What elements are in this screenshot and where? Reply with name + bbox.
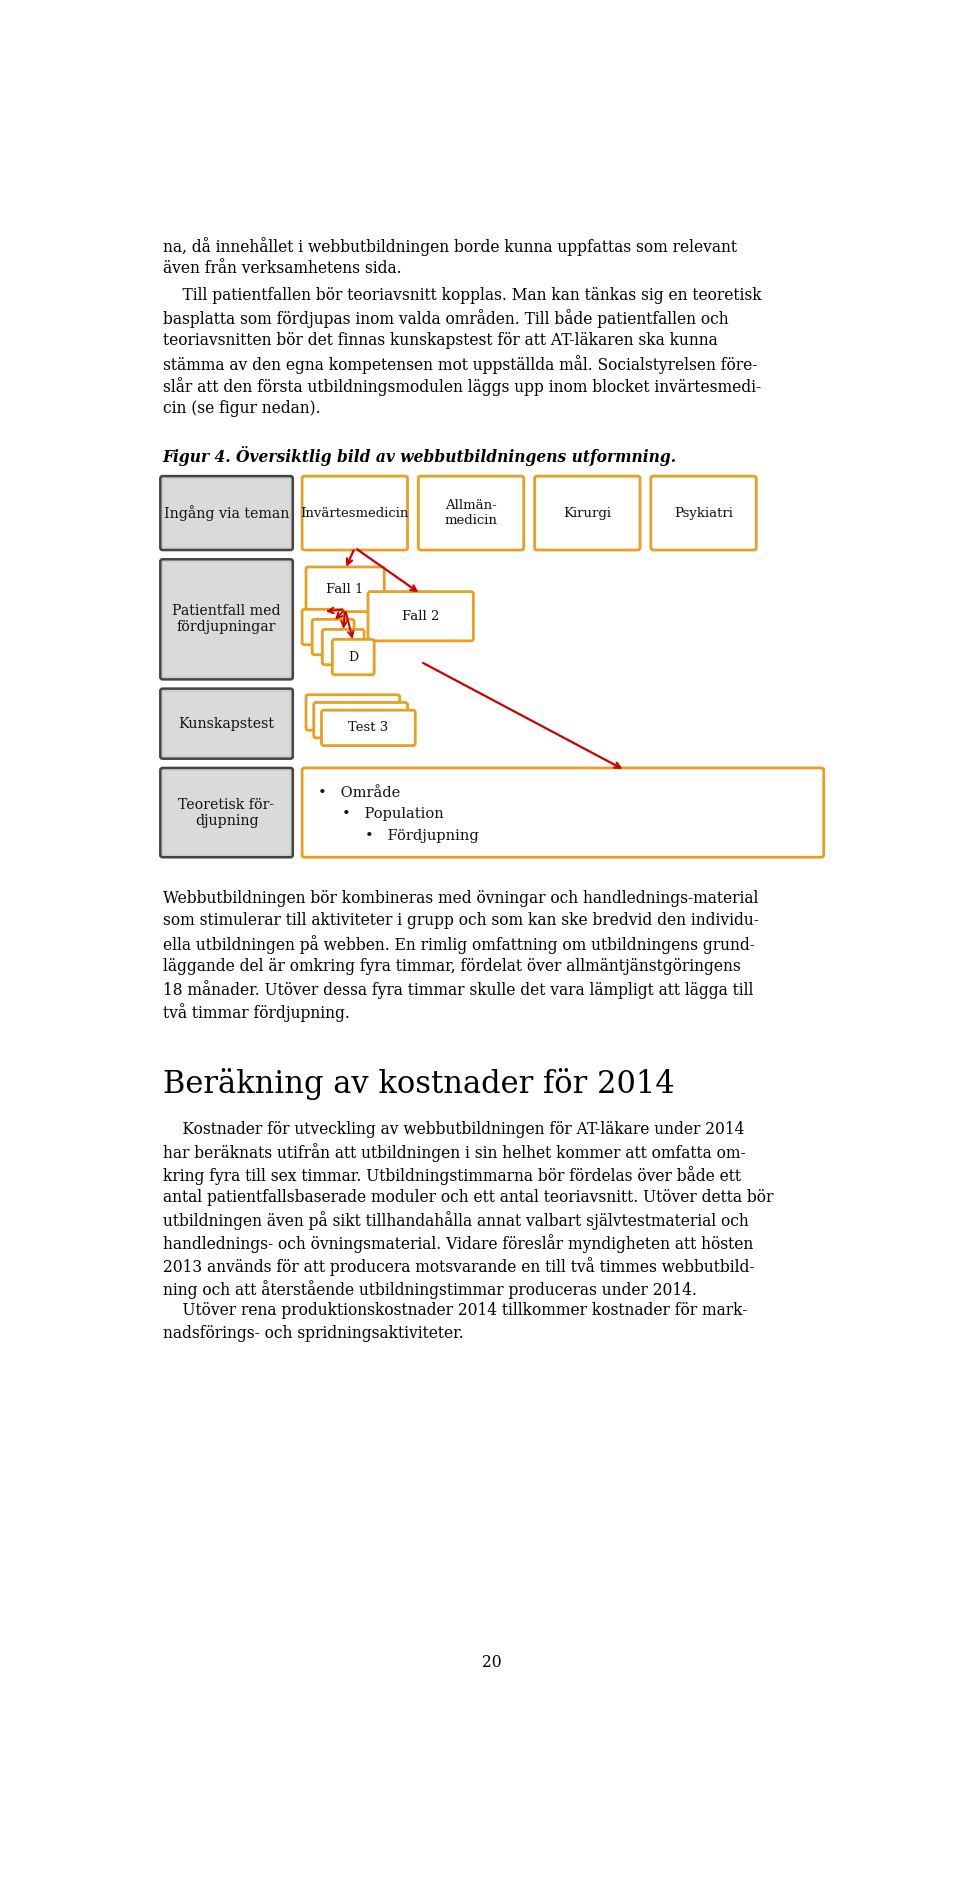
Text: •   Fördjupning: • Fördjupning xyxy=(365,828,479,843)
Text: Beräkning av kostnader för 2014: Beräkning av kostnader för 2014 xyxy=(162,1069,674,1101)
Text: B: B xyxy=(328,631,338,644)
Text: Allmän-
medicin: Allmän- medicin xyxy=(444,498,497,527)
Text: D: D xyxy=(348,650,358,663)
Text: Kirurgi: Kirurgi xyxy=(564,506,612,519)
Text: cin (se figur nedan).: cin (se figur nedan). xyxy=(162,400,321,417)
FancyBboxPatch shape xyxy=(535,476,640,550)
FancyBboxPatch shape xyxy=(302,767,824,857)
FancyBboxPatch shape xyxy=(160,688,293,758)
Text: Test 1: Test 1 xyxy=(333,707,372,718)
Text: Fall 1: Fall 1 xyxy=(326,584,364,595)
FancyBboxPatch shape xyxy=(163,692,290,756)
Text: ning och att återstående utbildningstimmar produceras under 2014.: ning och att återstående utbildningstimm… xyxy=(162,1279,697,1298)
FancyBboxPatch shape xyxy=(163,563,290,677)
Text: na, då innehållet i webbutbildningen borde kunna uppfattas som relevant: na, då innehållet i webbutbildningen bor… xyxy=(162,237,736,256)
Text: slår att den första utbildningsmodulen läggs upp inom blocket invärtesmedi-: slår att den första utbildningsmodulen l… xyxy=(162,377,760,396)
Text: läggande del är omkring fyra timmar, fördelat över allmäntjänstgöringens: läggande del är omkring fyra timmar, för… xyxy=(162,957,740,974)
Text: basplatta som fördjupas inom valda områden. Till både patientfallen och: basplatta som fördjupas inom valda områd… xyxy=(162,309,729,328)
Text: Kunskapstest: Kunskapstest xyxy=(179,716,275,731)
FancyBboxPatch shape xyxy=(332,639,374,675)
FancyBboxPatch shape xyxy=(306,695,399,730)
Text: Ingång via teman: Ingång via teman xyxy=(164,506,289,521)
Text: Webbutbildningen bör kombineras med övningar och handlednings­material: Webbutbildningen bör kombineras med övni… xyxy=(162,889,758,906)
Text: 20: 20 xyxy=(482,1654,502,1671)
Text: två timmar fördjupning.: två timmar fördjupning. xyxy=(162,1002,349,1021)
Text: utbildningen även på sikt tillhandahålla annat valbart självtestmaterial och: utbildningen även på sikt tillhandahålla… xyxy=(162,1211,749,1230)
Text: kring fyra till sex timmar. Utbildningstimmarna bör fördelas över både ett: kring fyra till sex timmar. Utbildningst… xyxy=(162,1165,740,1184)
FancyBboxPatch shape xyxy=(160,476,293,550)
FancyBboxPatch shape xyxy=(312,620,354,656)
Text: antal patientfallsbaserade moduler och ett antal teoriavsnitt. Utöver detta bör: antal patientfallsbaserade moduler och e… xyxy=(162,1188,773,1205)
Text: Invärtesmedicin: Invärtesmedicin xyxy=(300,506,409,519)
Text: stämma av den egna kompetensen mot uppställda mål. Socialstyrelsen före-: stämma av den egna kompetensen mot uppst… xyxy=(162,354,757,373)
Text: Test 2: Test 2 xyxy=(341,714,381,726)
Text: som stimulerar till aktiviteter i grupp och som kan ske bredvid den individu-: som stimulerar till aktiviteter i grupp … xyxy=(162,911,758,929)
Text: C: C xyxy=(338,641,348,654)
Text: ella utbildningen på webben. En rimlig omfattning om utbildningens grund-: ella utbildningen på webben. En rimlig o… xyxy=(162,934,755,953)
FancyBboxPatch shape xyxy=(160,767,293,857)
FancyBboxPatch shape xyxy=(323,629,364,665)
FancyBboxPatch shape xyxy=(419,476,524,550)
Text: handlednings- och övningsmaterial. Vidare föreslår myndigheten att hösten: handlednings- och övningsmaterial. Vidar… xyxy=(162,1234,753,1253)
Text: Test 3: Test 3 xyxy=(348,722,389,735)
Text: Fall 2: Fall 2 xyxy=(402,610,440,623)
FancyBboxPatch shape xyxy=(163,479,290,548)
FancyBboxPatch shape xyxy=(302,476,408,550)
Text: Utöver rena produktionskostnader 2014 tillkommer kostnader för mark-: Utöver rena produktionskostnader 2014 ti… xyxy=(162,1302,747,1319)
Text: 2013 används för att producera motsvarande en till två timmes webbutbild-: 2013 används för att producera motsvaran… xyxy=(162,1256,755,1275)
Text: Teoretisk för-
djupning: Teoretisk för- djupning xyxy=(179,798,275,828)
FancyBboxPatch shape xyxy=(651,476,756,550)
FancyBboxPatch shape xyxy=(302,610,344,644)
Text: teoriavsnitten bör det finnas kunskapstest för att AT-läkaren ska kunna: teoriavsnitten bör det finnas kunskapste… xyxy=(162,332,717,349)
FancyBboxPatch shape xyxy=(314,703,408,737)
Text: Till patientfallen bör teoriavsnitt kopplas. Man kan tänkas sig en teoretisk: Till patientfallen bör teoriavsnitt kopp… xyxy=(162,286,761,303)
FancyBboxPatch shape xyxy=(306,567,384,612)
Text: Psykiatri: Psykiatri xyxy=(674,506,733,519)
Text: •   Population: • Population xyxy=(342,807,444,821)
FancyBboxPatch shape xyxy=(368,591,473,641)
Text: även från verksamhetens sida.: även från verksamhetens sida. xyxy=(162,260,401,277)
Text: har beräknats utifrån att utbildningen i sin helhet kommer att omfatta om-: har beräknats utifrån att utbildningen i… xyxy=(162,1143,745,1162)
Text: Figur 4. Översiktlig bild av webbutbildningens utformning.: Figur 4. Översiktlig bild av webbutbildn… xyxy=(162,445,677,466)
Text: Patientfall med
fördjupningar: Patientfall med fördjupningar xyxy=(172,605,281,635)
FancyBboxPatch shape xyxy=(160,559,293,680)
FancyBboxPatch shape xyxy=(322,711,416,745)
FancyBboxPatch shape xyxy=(163,771,290,855)
Text: •   Område: • Område xyxy=(319,786,400,800)
Text: Kostnader för utveckling av webbutbildningen för AT-läkare under 2014: Kostnader för utveckling av webbutbildni… xyxy=(162,1120,744,1137)
Text: A: A xyxy=(319,620,327,633)
Text: nadsförings- och spridningsaktiviteter.: nadsförings- och spridningsaktiviteter. xyxy=(162,1325,464,1342)
Text: 18 månader. Utöver dessa fyra timmar skulle det vara lämpligt att lägga till: 18 månader. Utöver dessa fyra timmar sku… xyxy=(162,980,753,999)
